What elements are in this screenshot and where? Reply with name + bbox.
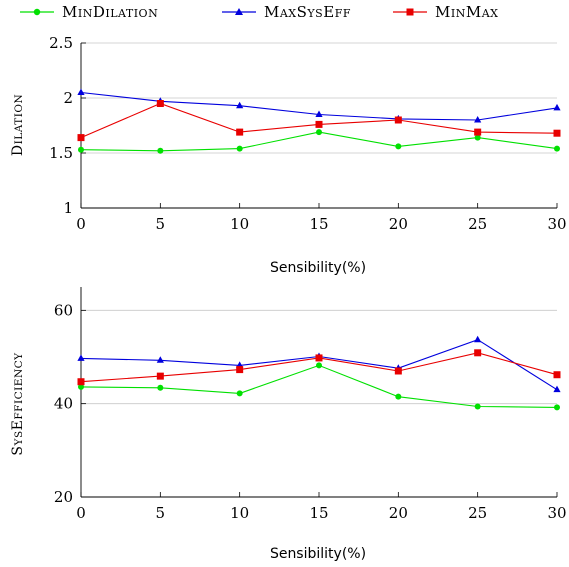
dilation-xticks: 0 5 10 15 20 25 30 (76, 203, 567, 233)
sysefficiency-x-axis-label: Sensibility(%) (270, 546, 366, 562)
legend-marker-maxsyseff (235, 8, 243, 15)
dilation-point-mindilation (236, 145, 243, 152)
sysefficiency-point-minmax (394, 367, 402, 375)
legend-item-minmax: MINMAX (393, 3, 498, 21)
dilation-point-mindilation (474, 134, 481, 141)
sysefficiency-xtick-label: 15 (309, 504, 328, 522)
dilation-point-minmax (553, 129, 561, 137)
sysefficiency-xtick-label: 25 (468, 504, 487, 522)
sysefficiency-yticks: 20 40 60 (54, 301, 86, 506)
sysefficiency-y-axis-label: SYSEFFICIENCY (10, 352, 26, 456)
sysefficiency-xtick-label: 0 (76, 504, 86, 522)
dilation-ytick-label: 2 (63, 89, 73, 107)
dilation-xtick-label: 0 (76, 215, 86, 233)
dilation-x-axis-label: Sensibility(%) (270, 260, 366, 276)
dilation-xtick-label: 10 (230, 215, 249, 233)
dilation-gridlines (81, 42, 557, 154)
legend-item-maxsyseff: MAXSYSEFF (222, 3, 351, 21)
dilation-point-maxsyseff (474, 116, 482, 123)
legend-item-mindilation: MINDILATION (20, 3, 158, 21)
dilation-point-mindilation (157, 147, 164, 154)
sysefficiency-point-mindilation (316, 362, 322, 369)
dilation-point-mindilation (78, 146, 84, 153)
chart-dilation: 1 1.5 2 2.5 0 5 10 15 20 25 30 Sensibility(%) DIL… (10, 34, 567, 276)
dilation-xtick-label: 25 (468, 215, 487, 233)
sysefficiency-point-maxsyseff (156, 356, 164, 363)
sysefficiency-point-mindilation (236, 390, 243, 397)
legend-label-minmax: MINMAX (435, 3, 498, 21)
dilation-point-mindilation (316, 129, 322, 136)
dilation-point-minmax (474, 128, 482, 136)
sysefficiency-point-minmax (77, 378, 85, 386)
legend-label-maxsyseff: MAXSYSEFF (264, 3, 351, 21)
sysefficiency-point-minmax (474, 349, 482, 357)
dilation-y-axis-label: DILATION (10, 94, 26, 156)
sysefficiency-point-minmax (156, 372, 164, 380)
sysefficiency-series-line-mindilation (80, 364, 558, 408)
sysefficiency-xtick-label: 5 (156, 504, 166, 522)
sysefficiency-ytick-label: 40 (54, 395, 73, 413)
sysefficiency-point-maxsyseff (77, 354, 85, 361)
sysefficiency-xtick-label: 30 (547, 504, 566, 522)
dilation-point-maxsyseff (236, 101, 244, 109)
dilation-xtick-label: 15 (309, 215, 328, 233)
dilation-point-minmax (156, 100, 164, 107)
sysefficiency-point-minmax (315, 354, 323, 362)
legend-label-mindilation: MINDILATION (62, 3, 158, 21)
sysefficiency-point-mindilation (78, 383, 84, 390)
legend: MINDILATION MAXSYSEFF MINMAX (20, 3, 498, 21)
sysefficiency-ytick-label: 20 (54, 488, 73, 506)
dilation-ytick-label: 1.5 (49, 144, 73, 162)
sysefficiency-series (77, 335, 561, 411)
dilation-xtick-label: 30 (547, 215, 566, 233)
dilation-ytick-label: 2.5 (49, 34, 73, 52)
dilation-xtick-label: 5 (156, 215, 166, 233)
dilation-point-minmax (315, 120, 323, 128)
sysefficiency-xtick-label: 10 (230, 504, 249, 522)
dilation-xtick-label: 20 (389, 215, 408, 233)
dilation-series (77, 88, 561, 154)
dilation-point-minmax (394, 116, 402, 124)
sysefficiency-point-maxsyseff (553, 385, 561, 393)
sysefficiency-point-minmax (236, 366, 244, 374)
dilation-point-mindilation (395, 143, 402, 150)
sysefficiency-point-mindilation (157, 384, 164, 391)
sysefficiency-axes (80, 287, 557, 498)
dilation-point-maxsyseff (77, 88, 85, 95)
legend-marker-minmax (406, 8, 414, 16)
sysefficiency-ytick-label: 60 (54, 301, 73, 319)
dilation-yticks: 1 1.5 2 2.5 (49, 34, 86, 217)
sysefficiency-point-maxsyseff (474, 335, 482, 343)
sysefficiency-point-mindilation (395, 393, 402, 400)
dilation-point-minmax (77, 134, 85, 142)
chart-sysefficiency: 20 40 60 0 5 10 15 20 25 30 Sensibility(%) SYSEF… (10, 287, 567, 562)
dilation-ytick-label: 1 (63, 199, 73, 217)
sysefficiency-point-minmax (553, 371, 561, 379)
sysefficiency-point-mindilation (474, 403, 481, 410)
dilation-point-maxsyseff (315, 110, 323, 117)
sysefficiency-point-mindilation (554, 404, 560, 411)
sysefficiency-xtick-label: 20 (389, 504, 408, 522)
dilation-point-minmax (236, 128, 244, 136)
dilation-point-mindilation (554, 145, 560, 152)
dilation-point-maxsyseff (553, 103, 561, 111)
legend-marker-mindilation (33, 8, 41, 16)
sysefficiency-xticks: 0 5 10 15 20 25 30 (76, 492, 567, 522)
